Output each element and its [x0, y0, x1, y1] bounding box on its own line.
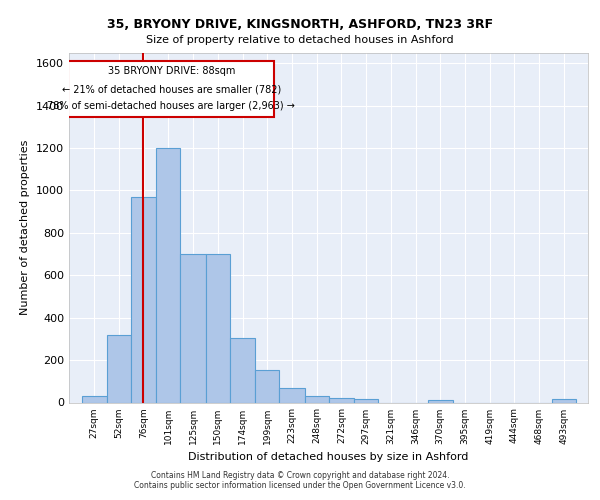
Bar — [280, 388, 305, 402]
Text: Size of property relative to detached houses in Ashford: Size of property relative to detached ho… — [146, 35, 454, 45]
Text: 78% of semi-detached houses are larger (2,963) →: 78% of semi-detached houses are larger (… — [47, 101, 295, 111]
Bar — [305, 396, 329, 402]
Bar — [428, 400, 453, 402]
Bar — [156, 148, 181, 403]
Bar — [181, 254, 206, 402]
X-axis label: Distribution of detached houses by size in Ashford: Distribution of detached houses by size … — [188, 452, 469, 462]
Text: 35, BRYONY DRIVE, KINGSNORTH, ASHFORD, TN23 3RF: 35, BRYONY DRIVE, KINGSNORTH, ASHFORD, T… — [107, 18, 493, 30]
Bar — [551, 400, 576, 402]
Bar — [230, 338, 255, 402]
Bar — [131, 196, 156, 402]
Bar — [255, 370, 280, 402]
Text: 35 BRYONY DRIVE: 88sqm: 35 BRYONY DRIVE: 88sqm — [108, 66, 235, 76]
Text: ← 21% of detached houses are smaller (782): ← 21% of detached houses are smaller (78… — [62, 84, 281, 94]
Y-axis label: Number of detached properties: Number of detached properties — [20, 140, 31, 315]
Text: Contains HM Land Registry data © Crown copyright and database right 2024.
Contai: Contains HM Land Registry data © Crown c… — [134, 470, 466, 490]
Bar — [206, 254, 230, 402]
FancyBboxPatch shape — [68, 60, 274, 117]
Bar — [107, 334, 131, 402]
Bar — [354, 400, 378, 402]
Bar — [82, 396, 107, 402]
Bar — [329, 398, 354, 402]
